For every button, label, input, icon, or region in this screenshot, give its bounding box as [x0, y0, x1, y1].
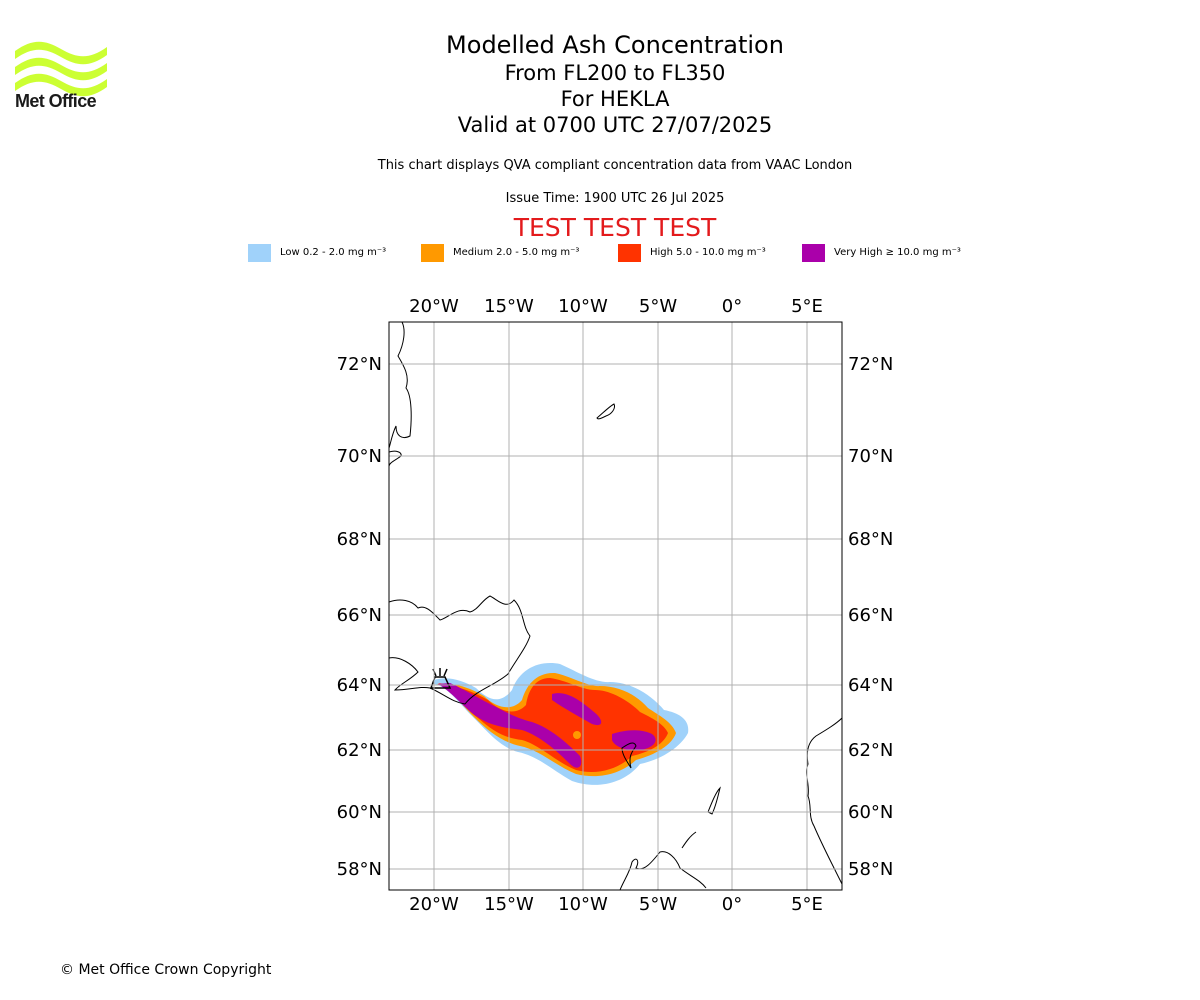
lat-tick-right: 58°N	[848, 859, 893, 880]
copyright: © Met Office Crown Copyright	[60, 962, 272, 978]
legend-label: Very High ≥ 10.0 mg m⁻³	[834, 247, 961, 258]
lon-tick-bottom: 5°E	[791, 894, 823, 915]
ash-medium	[573, 731, 581, 739]
gridlines	[389, 322, 842, 890]
met-office-logo	[15, 41, 107, 97]
chart-description: This chart displays QVA compliant concen…	[377, 158, 853, 173]
lon-tick-top: 5°E	[791, 296, 823, 317]
lat-tick-right: 70°N	[848, 446, 893, 467]
lat-tick-right: 68°N	[848, 529, 893, 550]
lon-tick-bottom: 0°	[722, 894, 742, 915]
greenland-coast	[389, 450, 402, 467]
lat-tick-left: 64°N	[337, 675, 382, 696]
lon-tick-bottom: 10°W	[558, 894, 608, 915]
lat-tick-right: 72°N	[848, 354, 893, 375]
lat-tick-left: 62°N	[337, 740, 382, 761]
legend-label: Medium 2.0 - 5.0 mg m⁻³	[453, 247, 580, 258]
legend-swatch	[421, 244, 444, 262]
greenland-coast	[389, 322, 412, 449]
lon-tick-top: 15°W	[484, 296, 534, 317]
lat-tick-left: 58°N	[337, 859, 382, 880]
legend-swatch	[618, 244, 641, 262]
lat-tick-right: 66°N	[848, 605, 893, 626]
valid-time: Valid at 0700 UTC 27/07/2025	[457, 113, 773, 137]
lon-tick-top: 10°W	[558, 296, 608, 317]
ash-very-high	[438, 683, 582, 768]
shetland-islands	[707, 786, 721, 815]
ash-high	[438, 678, 668, 773]
faroe-islands	[621, 742, 637, 769]
lat-tick-left: 60°N	[337, 802, 382, 823]
lon-tick-bottom: 15°W	[484, 894, 534, 915]
lat-tick-left: 72°N	[337, 354, 382, 375]
legend-swatch	[248, 244, 271, 262]
lat-tick-left: 70°N	[337, 446, 382, 467]
lon-tick-top: 5°W	[639, 296, 677, 317]
jan-mayen	[596, 403, 615, 420]
map-frame	[388, 321, 843, 891]
lon-tick-top: 0°	[722, 296, 742, 317]
logo-text: Met Office	[15, 91, 97, 111]
legend-label: High 5.0 - 10.0 mg m⁻³	[650, 247, 766, 258]
test-banner: TEST TEST TEST	[513, 213, 717, 242]
volcano-name: For HEKLA	[560, 87, 670, 111]
lat-tick-left: 68°N	[337, 529, 382, 550]
orkney-islands	[681, 831, 697, 849]
lon-tick-top: 20°W	[409, 296, 459, 317]
chart-title: Modelled Ash Concentration	[446, 31, 784, 59]
flight-level: From FL200 to FL350	[504, 61, 726, 85]
scotland-coast	[619, 851, 707, 890]
lon-tick-bottom: 5°W	[639, 894, 677, 915]
ash-very-high	[552, 693, 602, 726]
norway-coast	[806, 717, 842, 885]
iceland-coast	[389, 595, 531, 705]
lat-tick-right: 60°N	[848, 802, 893, 823]
lat-tick-right: 64°N	[848, 675, 893, 696]
lon-tick-bottom: 20°W	[409, 894, 459, 915]
title-block: Modelled Ash Concentration From FL200 to…	[315, 30, 915, 138]
legend-label: Low 0.2 - 2.0 mg m⁻³	[280, 247, 387, 258]
issue-time: Issue Time: 1900 UTC 26 Jul 2025	[505, 191, 725, 206]
legend-swatch	[802, 244, 825, 262]
coastlines	[389, 322, 842, 890]
map-area	[389, 322, 842, 890]
ash-very-high	[612, 730, 656, 751]
lat-tick-left: 66°N	[337, 605, 382, 626]
lat-tick-right: 62°N	[848, 740, 893, 761]
